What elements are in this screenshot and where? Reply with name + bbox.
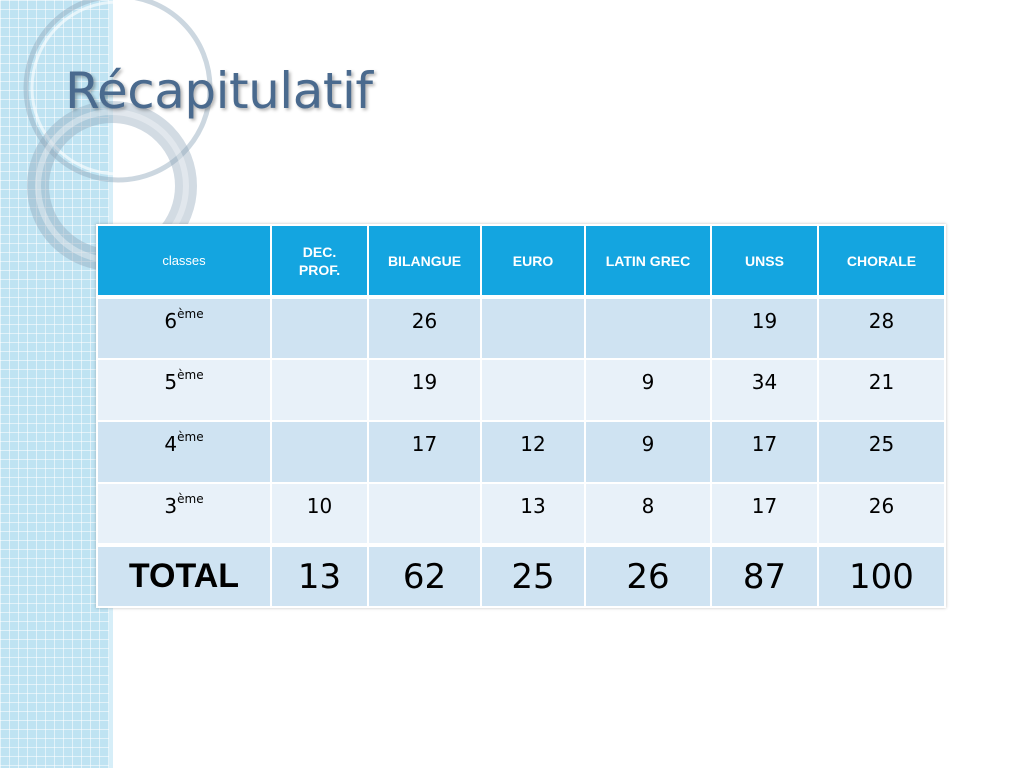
- class-level: 6: [164, 309, 178, 333]
- total-bilangue: 62: [367, 543, 482, 608]
- cell-euro: 13: [480, 482, 586, 546]
- cell-unss: 34: [710, 358, 819, 422]
- cell-euro: [480, 296, 586, 360]
- cell-euro: [480, 358, 586, 422]
- cell-dec-prof: [270, 420, 369, 484]
- class-cell: 6ème: [96, 296, 272, 360]
- class-cell: 5ème: [96, 358, 272, 422]
- total-unss: 87: [710, 543, 819, 608]
- cell-latin-grec: 9: [584, 420, 712, 484]
- cell-unss: 19: [710, 296, 819, 360]
- column-header-chorale: CHORALE: [817, 224, 946, 299]
- cell-latin-grec: 8: [584, 482, 712, 546]
- total-chorale: 100: [817, 543, 946, 608]
- total-row: TOTAL 13 62 25 26 87 100: [96, 543, 946, 608]
- column-header-unss: UNSS: [710, 224, 819, 299]
- class-cell: 3ème: [96, 482, 272, 546]
- cell-dec-prof: [270, 296, 369, 360]
- cell-chorale: 25: [817, 420, 946, 484]
- table-row: 4ème 17 12 9 17 25: [96, 420, 946, 484]
- header-row: classes DEC. PROF. BILANGUE EURO LATIN G…: [96, 224, 946, 299]
- table-row: 6ème 26 19 28: [96, 296, 946, 360]
- column-header-dec-prof: DEC. PROF.: [270, 224, 369, 299]
- column-header-latin-grec: LATIN GREC: [584, 224, 712, 299]
- cell-dec-prof: [270, 358, 369, 422]
- cell-latin-grec: [584, 296, 712, 360]
- column-header-bilangue: BILANGUE: [367, 224, 482, 299]
- class-level: 5: [164, 370, 178, 394]
- cell-unss: 17: [710, 420, 819, 484]
- cell-chorale: 26: [817, 482, 946, 546]
- total-label: TOTAL: [96, 543, 272, 608]
- total-dec-prof: 13: [270, 543, 369, 608]
- class-level: 4: [164, 432, 178, 456]
- cell-chorale: 28: [817, 296, 946, 360]
- total-latin-grec: 26: [584, 543, 712, 608]
- cell-bilangue: 26: [367, 296, 482, 360]
- class-suffix: ème: [177, 430, 204, 444]
- left-decorative-strip: [0, 0, 112, 768]
- cell-bilangue: [367, 482, 482, 546]
- table-row: 3ème 10 13 8 17 26: [96, 482, 946, 546]
- class-suffix: ème: [177, 368, 204, 382]
- slide-title: Récapitulatif: [65, 62, 373, 120]
- class-suffix: ème: [177, 307, 204, 321]
- class-level: 3: [164, 494, 178, 518]
- cell-unss: 17: [710, 482, 819, 546]
- table-row: 5ème 19 9 34 21: [96, 358, 946, 422]
- column-header-classes: classes: [96, 224, 272, 299]
- cell-bilangue: 17: [367, 420, 482, 484]
- summary-table: classes DEC. PROF. BILANGUE EURO LATIN G…: [96, 224, 946, 608]
- cell-euro: 12: [480, 420, 586, 484]
- cell-latin-grec: 9: [584, 358, 712, 422]
- cell-dec-prof: 10: [270, 482, 369, 546]
- cell-bilangue: 19: [367, 358, 482, 422]
- class-cell: 4ème: [96, 420, 272, 484]
- class-suffix: ème: [177, 492, 204, 506]
- column-header-euro: EURO: [480, 224, 586, 299]
- cell-chorale: 21: [817, 358, 946, 422]
- total-euro: 25: [480, 543, 586, 608]
